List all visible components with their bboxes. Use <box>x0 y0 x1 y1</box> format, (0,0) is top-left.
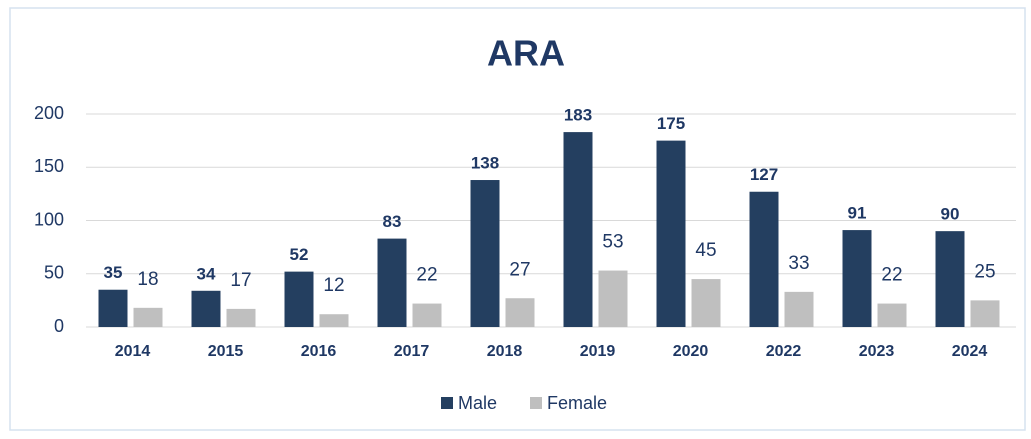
bar <box>970 300 1000 327</box>
data-label: 34 <box>197 264 216 283</box>
legend-label: Female <box>547 393 607 413</box>
x-tick-label: 2023 <box>859 343 895 360</box>
legend-label: Male <box>458 393 497 413</box>
bar <box>133 307 163 327</box>
bar <box>191 290 221 327</box>
data-label: 127 <box>750 165 778 184</box>
data-label: 52 <box>290 245 309 264</box>
bar <box>226 308 256 327</box>
bar <box>935 231 965 327</box>
x-tick-label: 2024 <box>952 343 988 360</box>
data-label: 33 <box>788 253 809 274</box>
data-label: 35 <box>104 263 123 282</box>
y-tick-label: 50 <box>44 263 64 283</box>
y-tick-label: 0 <box>54 316 64 336</box>
x-tick-label: 2020 <box>673 343 709 360</box>
data-label: 138 <box>471 154 499 173</box>
x-tick-label: 2022 <box>766 343 802 360</box>
bar <box>470 180 500 327</box>
bar <box>656 140 686 327</box>
data-label: 25 <box>974 261 995 282</box>
data-label: 83 <box>383 212 402 231</box>
x-tick-label: 2016 <box>301 343 337 360</box>
data-label: 18 <box>137 269 158 290</box>
x-tick-label: 2014 <box>115 343 151 360</box>
bar <box>377 238 407 327</box>
legend-swatch <box>530 397 542 409</box>
y-tick-label: 100 <box>34 209 64 229</box>
legend-swatch <box>441 397 453 409</box>
bar <box>319 314 349 327</box>
x-tick-label: 2019 <box>580 343 616 360</box>
bar <box>749 191 779 327</box>
chart-border <box>9 7 1026 431</box>
data-label: 53 <box>602 232 623 253</box>
bar <box>784 291 814 327</box>
data-label: 27 <box>509 259 530 280</box>
data-label: 22 <box>416 265 437 286</box>
y-tick-label: 200 <box>34 103 64 123</box>
data-label: 45 <box>695 240 716 261</box>
bar <box>842 230 872 327</box>
data-label: 12 <box>323 275 344 296</box>
bar <box>284 271 314 327</box>
y-tick-label: 150 <box>34 156 64 176</box>
x-tick-label: 2017 <box>394 343 430 360</box>
bar <box>691 279 721 327</box>
data-label: 91 <box>848 204 867 223</box>
x-tick-label: 2018 <box>487 343 523 360</box>
bar <box>412 303 442 327</box>
data-label: 90 <box>941 205 960 224</box>
bar <box>598 270 628 327</box>
data-label: 17 <box>230 270 251 291</box>
bar <box>877 303 907 327</box>
data-label: 183 <box>564 106 592 125</box>
chart-title: ARA <box>487 33 565 74</box>
bar <box>563 132 593 327</box>
data-label: 22 <box>881 265 902 286</box>
data-label: 175 <box>657 114 685 133</box>
bar <box>98 289 128 327</box>
x-tick-label: 2015 <box>208 343 244 360</box>
bar <box>505 298 535 327</box>
